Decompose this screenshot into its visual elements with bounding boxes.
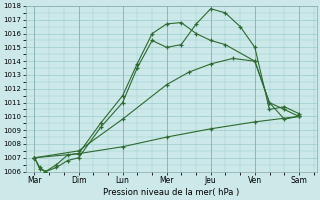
X-axis label: Pression niveau de la mer( hPa ): Pression niveau de la mer( hPa ) [103, 188, 239, 197]
